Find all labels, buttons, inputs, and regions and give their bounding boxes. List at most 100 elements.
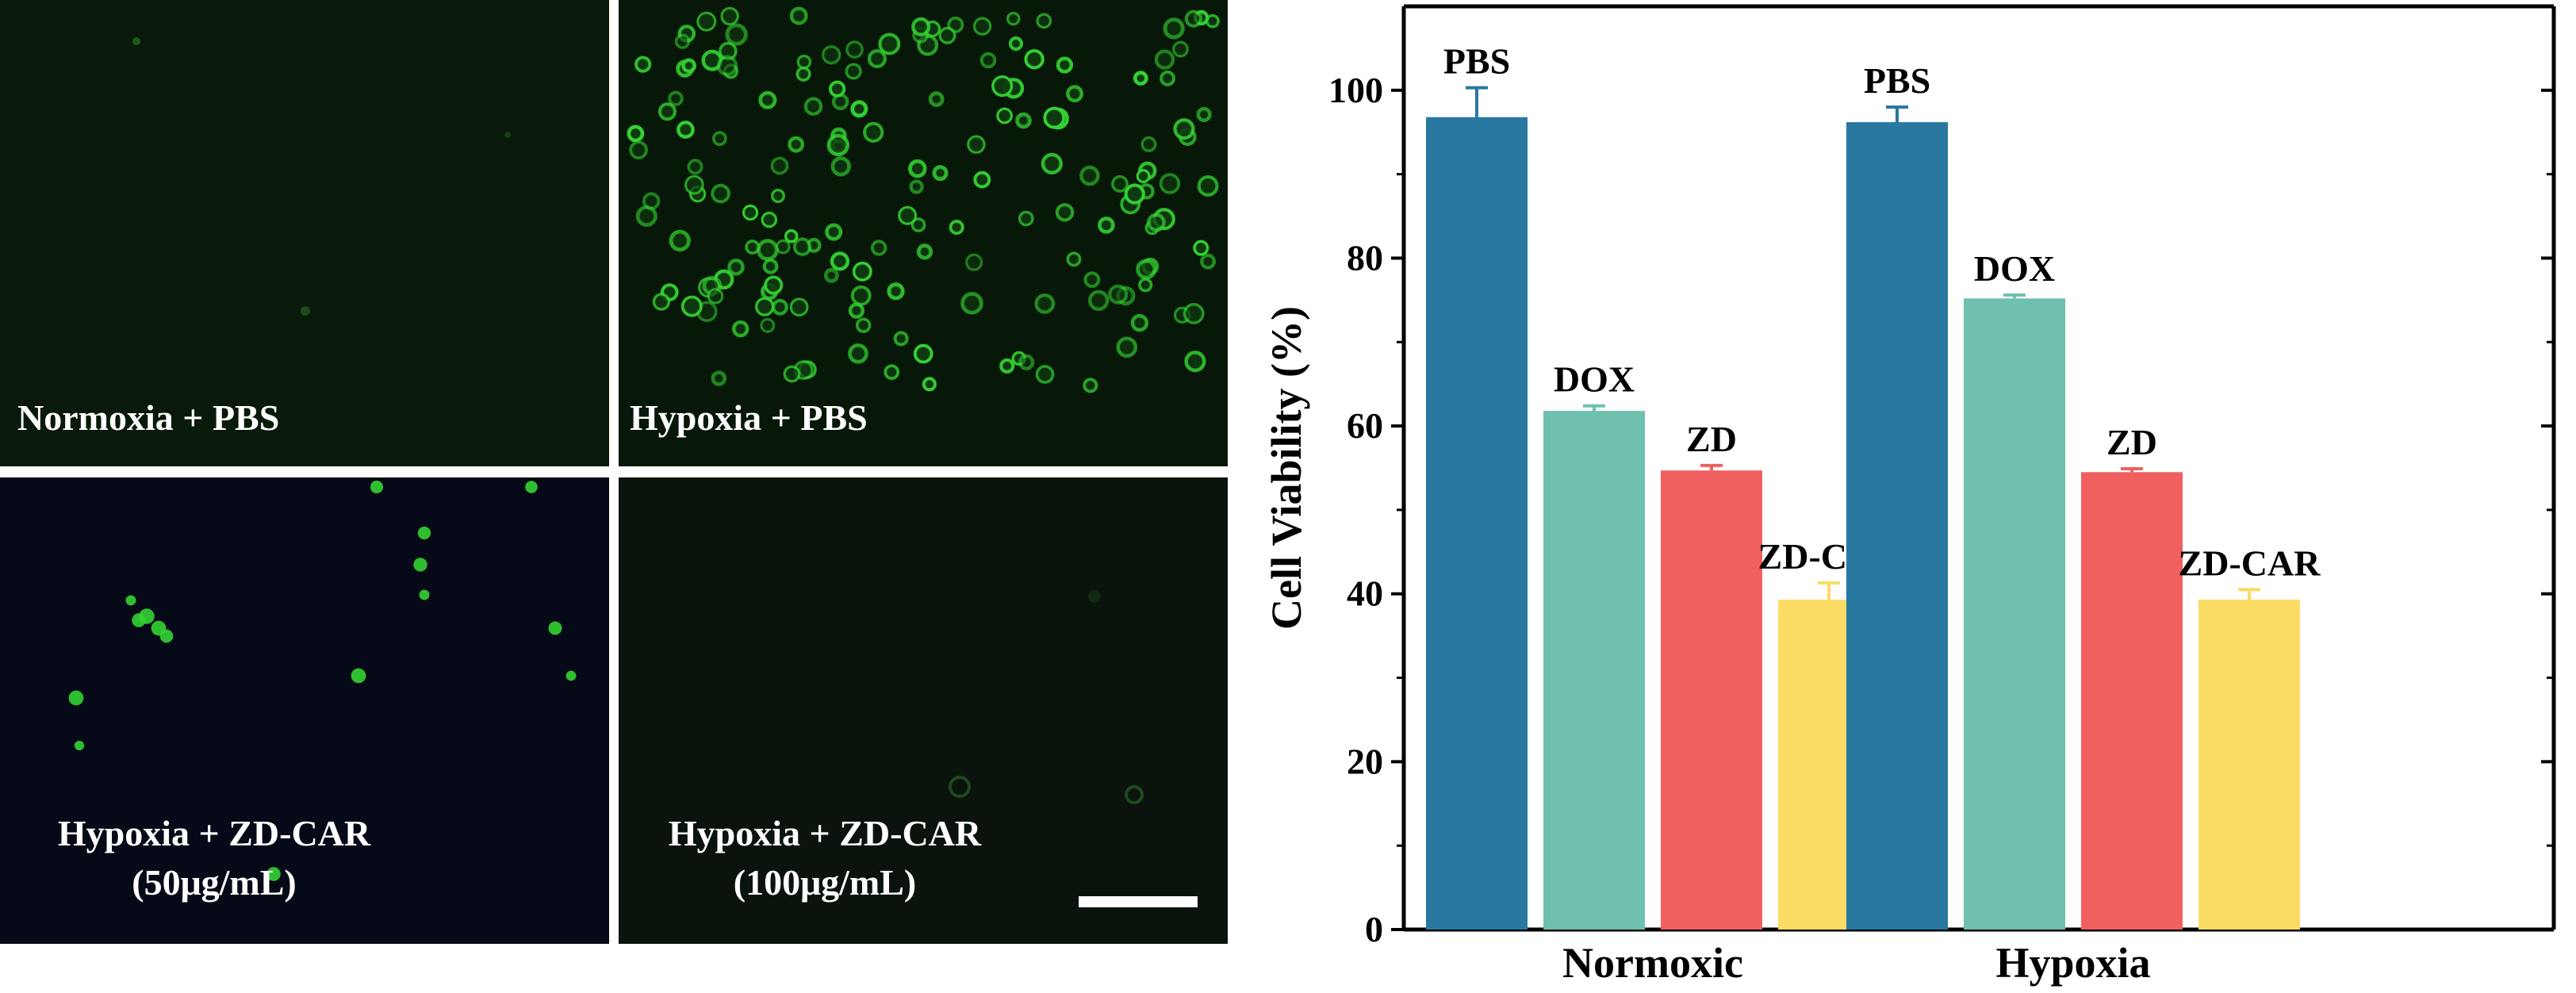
- fluorescent-cell: [629, 140, 648, 159]
- fluorescent-cell: [674, 33, 691, 49]
- fluorescent-cell: [725, 23, 748, 46]
- fluorescent-cell: [898, 205, 918, 225]
- panel-label: Hypoxia + PBS: [630, 397, 868, 438]
- fluorescent-cell: [922, 377, 937, 392]
- fluorescent-cell: [413, 558, 427, 572]
- fluorescent-cell: [789, 297, 809, 317]
- fluorescent-cell: [1136, 169, 1151, 184]
- fluorescent-cell: [863, 121, 884, 143]
- fluorescent-cell: [1196, 106, 1212, 122]
- fluorescent-cell: [684, 174, 704, 195]
- fluorescent-cell: [1200, 253, 1216, 270]
- fluorescent-cell: [991, 75, 1014, 98]
- fluorescent-cell: [711, 370, 727, 386]
- fluorescent-cell: [68, 690, 84, 706]
- fluorescent-cell: [1138, 278, 1153, 293]
- panel-label-line1: Hypoxia + ZD-CAR: [57, 813, 371, 853]
- fluorescent-cell: [677, 121, 695, 139]
- bar-zd-hypoxia: [2081, 472, 2183, 930]
- fluorescent-cell: [548, 621, 562, 635]
- fluorescent-cell: [642, 192, 661, 210]
- fluorescent-cell: [1056, 56, 1074, 74]
- fluorescent-cell: [845, 63, 862, 80]
- fluorescent-cell: [855, 317, 872, 333]
- fluorescent-cell: [125, 595, 136, 606]
- fluorescent-cell: [762, 258, 779, 274]
- fluorescent-cell: [634, 56, 652, 73]
- panel-label: Normoxia + PBS: [17, 397, 280, 438]
- fluorescent-cell: [1116, 336, 1138, 358]
- fluorescent-cell: [830, 156, 851, 177]
- fluorescent-cell: [916, 243, 933, 260]
- fluorescent-cell: [884, 364, 900, 381]
- fluorescent-cell: [965, 253, 983, 271]
- fluorescent-cell: [1111, 174, 1129, 193]
- fluorescent-cell: [711, 183, 730, 204]
- bar-label: PBS: [1443, 41, 1510, 82]
- fluorescent-cell: [1147, 213, 1166, 232]
- fluorescent-cell: [1041, 152, 1063, 174]
- bar-label: DOX: [1974, 248, 2055, 289]
- fluorescent-cell: [1043, 106, 1066, 129]
- fluorescent-cell: [419, 589, 430, 600]
- fluorescent-cell: [771, 189, 785, 203]
- fluorescent-cell: [830, 251, 850, 271]
- fluorescent-cell: [911, 17, 931, 36]
- panel-label-line2: (100μg/mL): [733, 862, 917, 903]
- fluorescent-cell: [850, 285, 872, 306]
- fluorescent-cell: [825, 223, 843, 241]
- fluorescent-cell: [908, 159, 927, 178]
- fluorescent-cell: [525, 481, 538, 493]
- fluorescent-cell: [776, 239, 791, 255]
- fluorescent-cell: [823, 267, 839, 283]
- fluorescent-cell: [1035, 365, 1055, 384]
- fluorescent-cell: [1140, 136, 1157, 152]
- fluorescent-cell: [758, 90, 777, 109]
- fluorescent-cell: [716, 55, 738, 77]
- micrograph-hypoxia-pbs: Hypoxia + PBS: [619, 0, 1228, 466]
- fluorescent-cell: [627, 125, 645, 143]
- bar-label: ZD-CAR: [2179, 543, 2321, 583]
- fluorescent-cell: [1183, 303, 1205, 324]
- fluorescent-cell: [681, 58, 696, 74]
- fluorescent-cell: [1034, 293, 1056, 314]
- fluorescent-cell: [745, 240, 761, 255]
- fluorescent-cell: [932, 165, 949, 182]
- fluorescent-cell: [910, 217, 926, 232]
- fluorescent-cell: [795, 66, 811, 82]
- fluorescent-cell: [669, 229, 691, 252]
- fluorescent-cell: [657, 102, 677, 121]
- fluorescent-cell: [707, 288, 724, 305]
- bar-zd-car-hypoxia: [2198, 600, 2300, 930]
- fluorescent-cell: [845, 40, 864, 59]
- bar-zd-normoxic: [1661, 470, 1762, 930]
- fluorescent-cell: [1184, 351, 1206, 373]
- fluorescent-cell: [159, 629, 174, 643]
- fluorescent-cell: [1163, 17, 1185, 40]
- fluorescent-cell: [1087, 289, 1110, 311]
- fluorescent-cell: [973, 171, 991, 189]
- bar-label: ZD: [2106, 422, 2157, 462]
- micrograph-hypoxia-zdcar-50: Hypoxia + ZD-CAR (50μg/mL): [0, 477, 609, 944]
- y-tick-label: 100: [1328, 70, 1383, 110]
- fluorescent-cell: [867, 49, 887, 69]
- fluorescent-cell: [1130, 313, 1149, 332]
- y-tick-label: 40: [1347, 573, 1383, 614]
- fluorescent-cell: [756, 239, 779, 262]
- bar-dox-hypoxia: [1964, 298, 2065, 930]
- y-tick-label: 20: [1347, 741, 1383, 781]
- bar-label: DOX: [1554, 359, 1635, 400]
- fluorescent-cell: [687, 159, 703, 175]
- x-category-label: Normoxic: [1562, 939, 1743, 987]
- fluorescent-cell: [1124, 183, 1145, 205]
- panel-label: Hypoxia + ZD-CAR (50μg/mL): [8, 809, 420, 907]
- fluorescent-cell: [972, 17, 992, 36]
- fluorescent-cell: [913, 343, 933, 364]
- chart-svg: 0 20 40 60 80 100 Cell Viability (%) PBS DOX ZD ZD…: [1263, 4, 2556, 987]
- bar-pbs-normoxic: [1426, 117, 1528, 930]
- y-tick-label: 60: [1347, 405, 1383, 446]
- fluorescent-cell: [770, 156, 789, 175]
- bar-label: PBS: [1864, 60, 1930, 101]
- bar-label: ZD: [1686, 419, 1737, 459]
- micrograph-image: [0, 0, 609, 466]
